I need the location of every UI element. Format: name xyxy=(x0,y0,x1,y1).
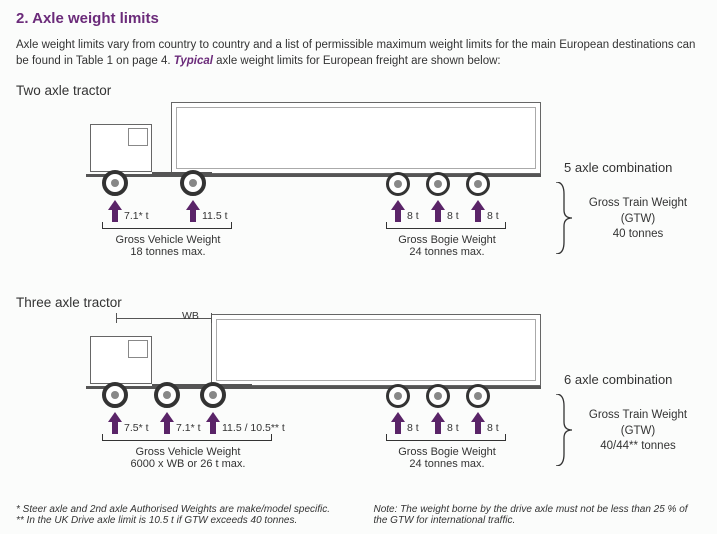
combo-block: 5 axle combination xyxy=(564,160,672,181)
axle-weight-label: 7.5* t xyxy=(124,422,149,434)
wheel xyxy=(154,382,180,408)
big-brace-icon xyxy=(554,394,572,469)
gbw-bracket xyxy=(386,440,506,441)
axle-weight-label: 11.5 t xyxy=(202,210,228,222)
axle-weight-label: 8 t xyxy=(407,422,419,434)
gbw-line2: 24 tonnes max. xyxy=(409,458,484,470)
truck2-diagram: WB 7.5* t 7.1* t 11.5 / 10.5** t 8 t 8 t… xyxy=(16,314,701,486)
wheel xyxy=(200,382,226,408)
axle-arrow-icon xyxy=(108,200,122,222)
axle-arrow-icon xyxy=(471,200,485,222)
gvw-bracket xyxy=(102,228,232,229)
gtw-line2: (GTW) xyxy=(621,425,655,437)
gbw-label: Gross Bogie Weight 24 tonnes max. xyxy=(388,446,506,470)
footnote-right: Note: The weight borne by the drive axle… xyxy=(374,504,702,526)
axle-arrow-icon xyxy=(471,412,485,434)
axle-arrow-icon xyxy=(391,200,405,222)
footnotes: * Steer axle and 2nd axle Authorised Wei… xyxy=(16,504,701,526)
axle-weight-label: 7.1* t xyxy=(176,422,201,434)
gvw-line2: 18 tonnes max. xyxy=(130,246,205,258)
axle-weight-label: 7.1* t xyxy=(124,210,149,222)
gvw-line1: Gross Vehicle Weight xyxy=(136,446,241,458)
gvw-line2: 6000 x WB or 26 t max. xyxy=(131,458,246,470)
trailer-box xyxy=(211,314,541,386)
big-brace-icon xyxy=(554,182,572,257)
gtw-line3: 40 tonnes xyxy=(613,228,664,240)
tractor-cab xyxy=(90,336,152,384)
axle-weight-label: 8 t xyxy=(487,210,499,222)
gbw-line2: 24 tonnes max. xyxy=(409,246,484,258)
axle-weight-label: 8 t xyxy=(447,422,459,434)
gtw-line1: Gross Train Weight xyxy=(589,409,687,421)
wheel xyxy=(386,384,410,408)
gbw-line1: Gross Bogie Weight xyxy=(398,234,496,246)
axle-arrow-icon xyxy=(431,412,445,434)
section-heading: 2. Axle weight limits xyxy=(16,10,701,27)
axle-arrow-icon xyxy=(108,412,122,434)
gvw-label: Gross Vehicle Weight 18 tonnes max. xyxy=(106,234,230,258)
intro-paragraph: Axle weight limits vary from country to … xyxy=(16,37,701,69)
gbw-line1: Gross Bogie Weight xyxy=(398,446,496,458)
wheel xyxy=(466,172,490,196)
axle-arrow-icon xyxy=(160,412,174,434)
gtw-block: Gross Train Weight (GTW) 40/44** tonnes xyxy=(578,408,698,455)
gvw-line1: Gross Vehicle Weight xyxy=(116,234,221,246)
combo-title: 6 axle combination xyxy=(564,372,672,387)
axle-arrow-icon xyxy=(431,200,445,222)
wheel xyxy=(426,384,450,408)
combo-block: 6 axle combination xyxy=(564,372,672,393)
gbw-label: Gross Bogie Weight 24 tonnes max. xyxy=(388,234,506,258)
wheel xyxy=(180,170,206,196)
gtw-line1: Gross Train Weight xyxy=(589,197,687,209)
wb-label: WB xyxy=(182,310,199,322)
wheel xyxy=(102,170,128,196)
axle-arrow-icon xyxy=(206,412,220,434)
wheel xyxy=(466,384,490,408)
tractor-cab xyxy=(90,124,152,172)
gtw-line2: (GTW) xyxy=(621,213,655,225)
truck2-title: Three axle tractor xyxy=(16,295,701,310)
gvw-label: Gross Vehicle Weight 6000 x WB or 26 t m… xyxy=(116,446,260,470)
combo-title: 5 axle combination xyxy=(564,160,672,175)
footnote-left-1: * Steer axle and 2nd axle Authorised Wei… xyxy=(16,504,344,515)
axle-weight-label: 11.5 / 10.5** t xyxy=(222,422,285,434)
gbw-bracket xyxy=(386,228,506,229)
intro-text-b: axle weight limits for European freight … xyxy=(213,55,501,67)
axle-weight-label: 8 t xyxy=(487,422,499,434)
truck1-diagram: 7.1* t 11.5 t 8 t 8 t 8 t Gross Vehicle … xyxy=(16,102,701,277)
axle-arrow-icon xyxy=(186,200,200,222)
gtw-line3: 40/44** tonnes xyxy=(600,440,675,452)
axle-weight-label: 8 t xyxy=(447,210,459,222)
intro-typical: Typical xyxy=(174,55,213,67)
axle-arrow-icon xyxy=(391,412,405,434)
wheel xyxy=(386,172,410,196)
axle-weight-label: 8 t xyxy=(407,210,419,222)
gvw-bracket xyxy=(102,440,272,441)
gtw-block: Gross Train Weight (GTW) 40 tonnes xyxy=(578,196,698,243)
trailer-box xyxy=(171,102,541,174)
truck1-title: Two axle tractor xyxy=(16,83,701,98)
wheel xyxy=(426,172,450,196)
footnote-left-2: ** In the UK Drive axle limit is 10.5 t … xyxy=(16,515,344,526)
wheel xyxy=(102,382,128,408)
